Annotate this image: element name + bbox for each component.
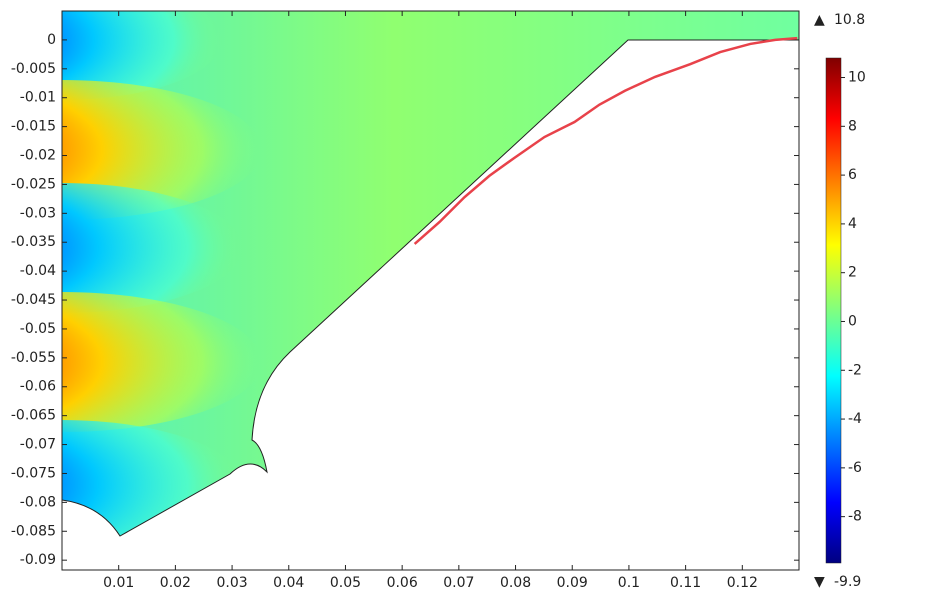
y-tick-label: -0.02 — [20, 148, 56, 164]
y-tick-label: -0.025 — [11, 176, 56, 192]
colorbar-tick-label: 0 — [848, 313, 857, 329]
y-tick-label: -0.07 — [20, 437, 56, 453]
y-tick-label: -0.035 — [11, 234, 56, 250]
domain-boundary — [61, 39, 799, 537]
x-tick-label: 0.02 — [160, 575, 191, 591]
max-marker: ▲ — [814, 12, 825, 28]
line-series — [413, 36, 798, 245]
plot-frame — [61, 10, 800, 571]
min-marker: ▼ — [814, 574, 825, 590]
x-tick-label: 0.04 — [273, 575, 304, 591]
min-label: -9.9 — [834, 574, 861, 590]
colorbar-tick-label: 8 — [848, 118, 857, 134]
x-tick-label: 0.11 — [670, 575, 701, 591]
x-tick-label: 0.05 — [330, 575, 361, 591]
y-tick-label: -0.005 — [11, 61, 56, 77]
x-tick-label: 0.03 — [216, 575, 247, 591]
y-tick-label: -0.04 — [20, 263, 56, 279]
y-tick-label: -0.065 — [11, 408, 56, 424]
colorbar-tick-label: -6 — [848, 460, 862, 476]
y-tick-label: -0.03 — [20, 205, 56, 221]
colorbar-tick-label: -2 — [848, 362, 862, 378]
colorbar-tick-label: -4 — [848, 411, 862, 427]
field — [62, 11, 799, 536]
colorbar — [825, 57, 842, 564]
y-tick-label: -0.045 — [11, 292, 56, 308]
y-tick-label: -0.08 — [20, 494, 56, 510]
x-tick-label: 0.1 — [618, 575, 640, 591]
x-tick-label: 0.09 — [557, 575, 588, 591]
x-tick-label: 0.01 — [103, 575, 134, 591]
y-tick-label: -0.055 — [11, 350, 56, 366]
x-tick-label: 0.08 — [500, 575, 531, 591]
colorbar-tick-label: 2 — [848, 265, 857, 281]
colorbar-tick-label: 6 — [848, 167, 857, 183]
x-tick-label: 0.12 — [727, 575, 758, 591]
max-label: 10.8 — [834, 12, 865, 28]
y-tick-label: -0.075 — [11, 465, 56, 481]
x-tick-label: 0.06 — [387, 575, 418, 591]
y-tick-label: -0.01 — [20, 90, 56, 106]
y-tick-label: -0.05 — [20, 321, 56, 337]
y-tick-label: -0.06 — [20, 379, 56, 395]
x-tick-label: 0.07 — [443, 575, 474, 591]
y-tick-label: -0.085 — [11, 523, 56, 539]
colorbar-tick-label: 4 — [848, 216, 857, 232]
y-tick-label: -0.09 — [20, 552, 56, 568]
y-tick-label: 0 — [47, 32, 56, 48]
colorbar-tick-label: 10 — [848, 70, 866, 86]
colorbar-tick-label: -8 — [848, 509, 862, 525]
y-tick-label: -0.015 — [11, 119, 56, 135]
